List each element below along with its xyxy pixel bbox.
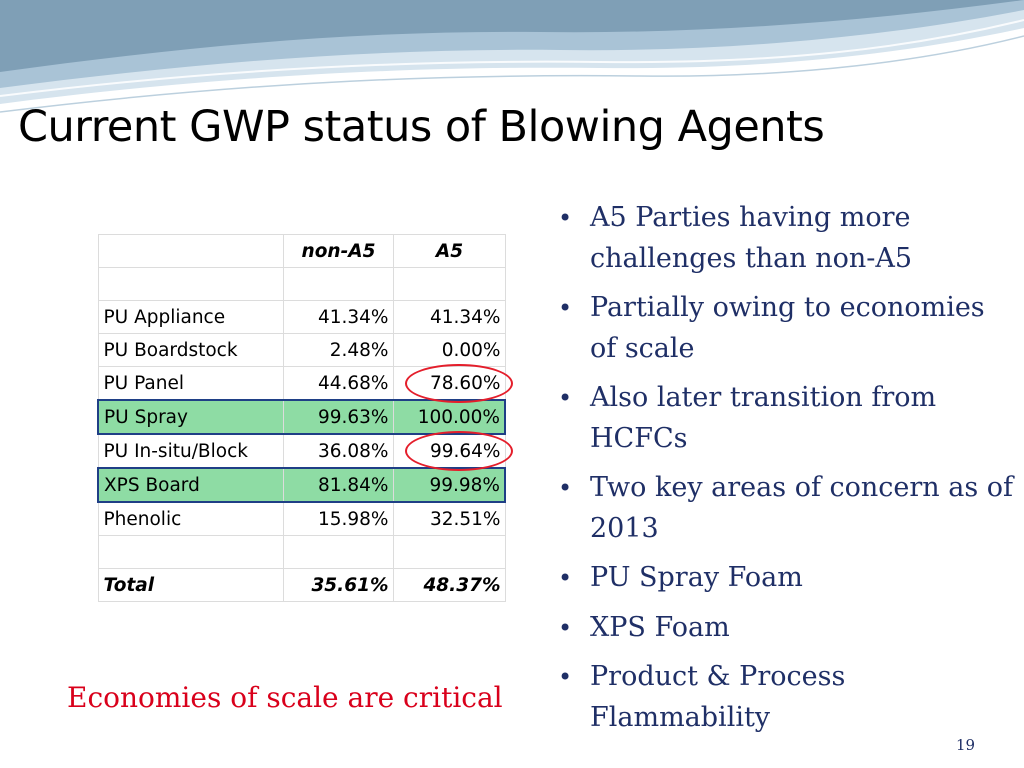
row-label-cell: PU Appliance — [97, 300, 284, 334]
header-wave-decoration — [0, 0, 1024, 113]
bullet-item: • Two key areas of concern as of 2013 — [556, 468, 1016, 549]
bullet-dot-icon: • — [558, 564, 573, 592]
a5-value-cell: 99.64% — [392, 433, 506, 469]
non-a5-value-cell: 81.84% — [282, 467, 394, 503]
a5-value-cell — [392, 535, 506, 569]
non-a5-value-cell: 99.63% — [282, 399, 394, 435]
bullet-item: • Partially owing to economies of scale — [556, 288, 1016, 369]
a5-value-cell: 41.34% — [392, 300, 506, 334]
bullet-text: Also later transition from HCFCs — [590, 382, 937, 454]
bullet-dot-icon: • — [558, 613, 573, 642]
non-a5-value-cell: 41.34% — [282, 300, 394, 334]
table-empty-row — [97, 267, 506, 301]
table-row: XPS Board 81.84% 99.98% — [97, 467, 506, 503]
wave-line-2 — [0, 35, 1024, 113]
non-a5-value-cell: 44.68% — [282, 366, 394, 401]
bullet-item: • PU Spray Foam — [556, 558, 1016, 599]
bullet-text: Two key areas of concern as of 2013 — [590, 472, 1014, 544]
bullet-text: Partially owing to economies of scale — [590, 292, 985, 364]
slide-title: Current GWP status of Blowing Agents — [18, 102, 825, 152]
bullet-text: XPS Foam — [590, 611, 730, 643]
a5-value-cell: 78.60% — [392, 366, 506, 401]
a5-value-cell: 48.37% — [392, 568, 506, 602]
bullet-item: • Product & Process Flammability — [556, 657, 1016, 738]
bullet-item: • Also later transition from HCFCs — [556, 378, 1016, 459]
bullet-item: • XPS Foam — [556, 608, 1016, 649]
bullet-text: PU Spray Foam — [590, 562, 803, 593]
a5-value-cell: 32.51% — [392, 501, 506, 536]
non-a5-value-cell: 35.61% — [282, 568, 394, 602]
gwp-table-container: non-A5 A5 PU Appliance 41.34% 41.34% PU Boa… — [97, 234, 513, 614]
row-label-cell — [97, 267, 284, 301]
bullet-dot-icon: • — [558, 474, 573, 502]
row-label-cell: PU Spray — [97, 399, 284, 435]
header-cell-a5: A5 — [392, 234, 506, 268]
bullet-list: • A5 Parties having more challenges than … — [556, 198, 1016, 747]
caption-text: Economies of scale are critical — [67, 681, 503, 714]
bullet-dot-icon: • — [558, 384, 573, 412]
table-row: PU Boardstock 2.48% 0.00% — [97, 333, 506, 367]
header-cell-non-a5: non-A5 — [282, 234, 394, 268]
row-label-cell: PU Boardstock — [97, 333, 284, 367]
header-cell-sector — [97, 234, 284, 268]
wave-front — [0, 0, 1024, 72]
bullet-text: A5 Parties having more challenges than n… — [590, 202, 913, 274]
row-label-cell: PU In-situ/Block — [97, 433, 284, 469]
a5-value-cell: 99.98% — [392, 467, 506, 503]
wave-line-1 — [0, 19, 1024, 97]
bullet-text: Product & Process Flammability — [590, 661, 846, 733]
table-total-row: Total 35.61% 48.37% — [97, 568, 506, 602]
table-row: PU Panel 44.68% 78.60% — [97, 366, 506, 401]
row-label-cell: PU Panel — [97, 366, 284, 401]
gwp-table-body: non-A5 A5 PU Appliance 41.34% 41.34% PU Boa… — [97, 234, 506, 602]
bullet-dot-icon: • — [558, 204, 573, 232]
non-a5-value-cell: 2.48% — [282, 333, 394, 367]
non-a5-value-cell — [282, 267, 394, 301]
gwp-table: non-A5 A5 PU Appliance 41.34% 41.34% PU Boa… — [97, 234, 506, 602]
page-number: 19 — [956, 736, 976, 754]
non-a5-value-cell: 36.08% — [282, 433, 394, 469]
bullet-dot-icon: • — [558, 663, 573, 691]
row-label-cell: XPS Board — [97, 467, 284, 503]
non-a5-value-cell — [282, 535, 394, 569]
table-row: PU In-situ/Block 36.08% 99.64% — [97, 433, 506, 469]
a5-value-cell: 100.00% — [392, 399, 506, 435]
table-header-row: non-A5 A5 — [97, 234, 506, 268]
table-row: Phenolic 15.98% 32.51% — [97, 501, 506, 536]
a5-value-cell — [392, 267, 506, 301]
table-row: PU Appliance 41.34% 41.34% — [97, 300, 506, 334]
row-label-cell: Phenolic — [97, 501, 284, 536]
non-a5-value-cell: 15.98% — [282, 501, 394, 536]
table-empty-row — [97, 535, 506, 569]
bullet-item: • A5 Parties having more challenges than … — [556, 198, 1016, 279]
a5-value-cell: 0.00% — [392, 333, 506, 367]
table-row: PU Spray 99.63% 100.00% — [97, 399, 506, 435]
row-label-cell — [97, 535, 284, 569]
bullet-dot-icon: • — [558, 294, 573, 322]
row-label-cell: Total — [97, 568, 284, 602]
